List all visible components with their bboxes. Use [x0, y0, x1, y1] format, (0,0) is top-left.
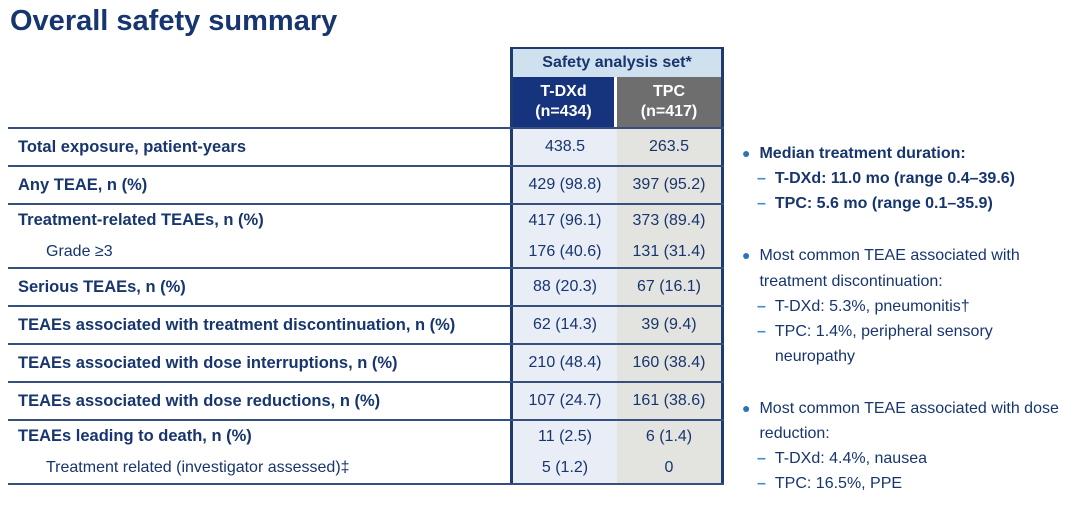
note-item-text: TPC: 5.6 mo (range 0.1–35.9) — [774, 195, 993, 213]
tpc-value-cell: 160 (38.4) — [617, 345, 724, 381]
table-row: Any TEAE, n (%) 429 (98.8) 397 (95.2) — [8, 165, 724, 203]
note-title: Most common TEAE associated with treatme… — [759, 247, 1020, 290]
note-group-dose-reduction: ● Most common TEAE associated with dose … — [742, 396, 1074, 496]
tdxd-value-cell: 62 (14.3) — [510, 307, 617, 343]
note-group-discontinuation: ● Most common TEAE associated with treat… — [742, 243, 1074, 369]
note-item-text: T-DXd: 5.3%, pneumonitis† — [774, 297, 970, 315]
tpc-value-cell: 67 (16.1) — [617, 269, 724, 305]
row-sublabel: Grade ≥3 — [46, 242, 113, 260]
tpc-value-cell: 263.5 — [617, 129, 724, 165]
dash-icon: – — [757, 170, 766, 188]
table-row: Total exposure, patient-years 438.5 263.… — [8, 127, 724, 165]
dash-icon: – — [757, 297, 766, 315]
note-item-text: TPC: 16.5%, PPE — [774, 475, 903, 493]
tdxd-value-cell: 417 (96.1) — [510, 205, 617, 236]
note-group-treatment-duration: ● Median treatment duration: – T-DXd: 11… — [742, 141, 1074, 216]
spacer-cell — [8, 47, 510, 77]
row-label: Total exposure, patient-years — [18, 137, 247, 156]
note-title: Most common TEAE associated with dose re… — [759, 399, 1059, 443]
notes-panel: ● Median treatment duration: – T-DXd: 11… — [742, 141, 1074, 523]
dash-icon: – — [757, 195, 766, 213]
tdxd-value-cell: 176 (40.6) — [510, 236, 617, 267]
tdxd-value-cell: 5 (1.2) — [510, 452, 617, 483]
safety-summary-table: Safety analysis set* T-DXd (n=434) TPC (… — [8, 47, 724, 485]
row-label: TEAEs associated with dose reductions, n… — [18, 391, 381, 410]
tpc-value-cell: 397 (95.2) — [617, 167, 724, 203]
tpc-value-cell: 39 (9.4) — [617, 307, 724, 343]
tdxd-value-cell: 11 (2.5) — [510, 421, 617, 452]
column-n: (n=434) — [535, 103, 592, 120]
column-name: TPC — [653, 83, 685, 100]
page-title: Overall safety summary — [10, 5, 338, 37]
table-span-header-row: Safety analysis set* — [8, 47, 724, 77]
bullet-dot-icon: ● — [742, 247, 751, 264]
table-column-header-row: T-DXd (n=434) TPC (n=417) — [8, 77, 724, 127]
table-row: TEAEs associated with treatment disconti… — [8, 305, 724, 343]
note-item-text: TPC: 1.4%, peripheral sensory neuropathy — [774, 322, 993, 365]
column-header-tpc: TPC (n=417) — [617, 77, 724, 127]
row-label: TEAEs associated with treatment disconti… — [18, 315, 456, 334]
dash-icon: – — [757, 475, 766, 493]
tpc-value-cell: 6 (1.4) — [617, 421, 724, 452]
row-label: Treatment-related TEAEs, n (%) — [18, 211, 264, 229]
row-label: TEAEs leading to death, n (%) — [18, 427, 252, 445]
tpc-value-cell: 0 — [617, 452, 724, 483]
tdxd-value-cell: 429 (98.8) — [510, 167, 617, 203]
tpc-value-cell: 373 (89.4) — [617, 205, 724, 236]
note-item-text: T-DXd: 11.0 mo (range 0.4–39.6) — [774, 170, 1015, 188]
row-sublabel: Treatment related (investigator assessed… — [46, 458, 350, 476]
spacer-cell — [8, 77, 510, 127]
table-row: TEAEs associated with dose reductions, n… — [8, 381, 724, 419]
table-row: Treatment-related TEAEs, n (%) 417 (96.1… — [8, 203, 724, 267]
bullet-dot-icon: ● — [742, 145, 751, 161]
note-title: Median treatment duration: — [759, 145, 966, 162]
column-header-tdxd: T-DXd (n=434) — [510, 77, 617, 127]
dash-icon: – — [757, 322, 766, 340]
table-row: Serious TEAEs, n (%) 88 (20.3) 67 (16.1) — [8, 267, 724, 305]
tdxd-value-cell: 107 (24.7) — [510, 383, 617, 419]
row-label: Serious TEAEs, n (%) — [18, 277, 186, 296]
dash-icon: – — [757, 450, 766, 468]
table-row: TEAEs leading to death, n (%) 11 (2.5) 6… — [8, 419, 724, 485]
row-label: TEAEs associated with dose interruptions… — [18, 353, 398, 372]
column-n: (n=417) — [640, 103, 698, 120]
row-label: Any TEAE, n (%) — [18, 175, 148, 194]
span-header-cell: Safety analysis set* — [510, 47, 724, 77]
tdxd-value-cell: 88 (20.3) — [510, 269, 617, 305]
table-row: TEAEs associated with dose interruptions… — [8, 343, 724, 381]
bullet-dot-icon: ● — [742, 399, 751, 416]
tdxd-value-cell: 210 (48.4) — [510, 345, 617, 381]
column-name: T-DXd — [540, 83, 587, 100]
tdxd-value-cell: 438.5 — [510, 129, 617, 165]
tpc-value-cell: 161 (38.6) — [617, 383, 724, 419]
tpc-value-cell: 131 (31.4) — [617, 236, 724, 267]
note-item-text: T-DXd: 4.4%, nausea — [774, 450, 927, 468]
